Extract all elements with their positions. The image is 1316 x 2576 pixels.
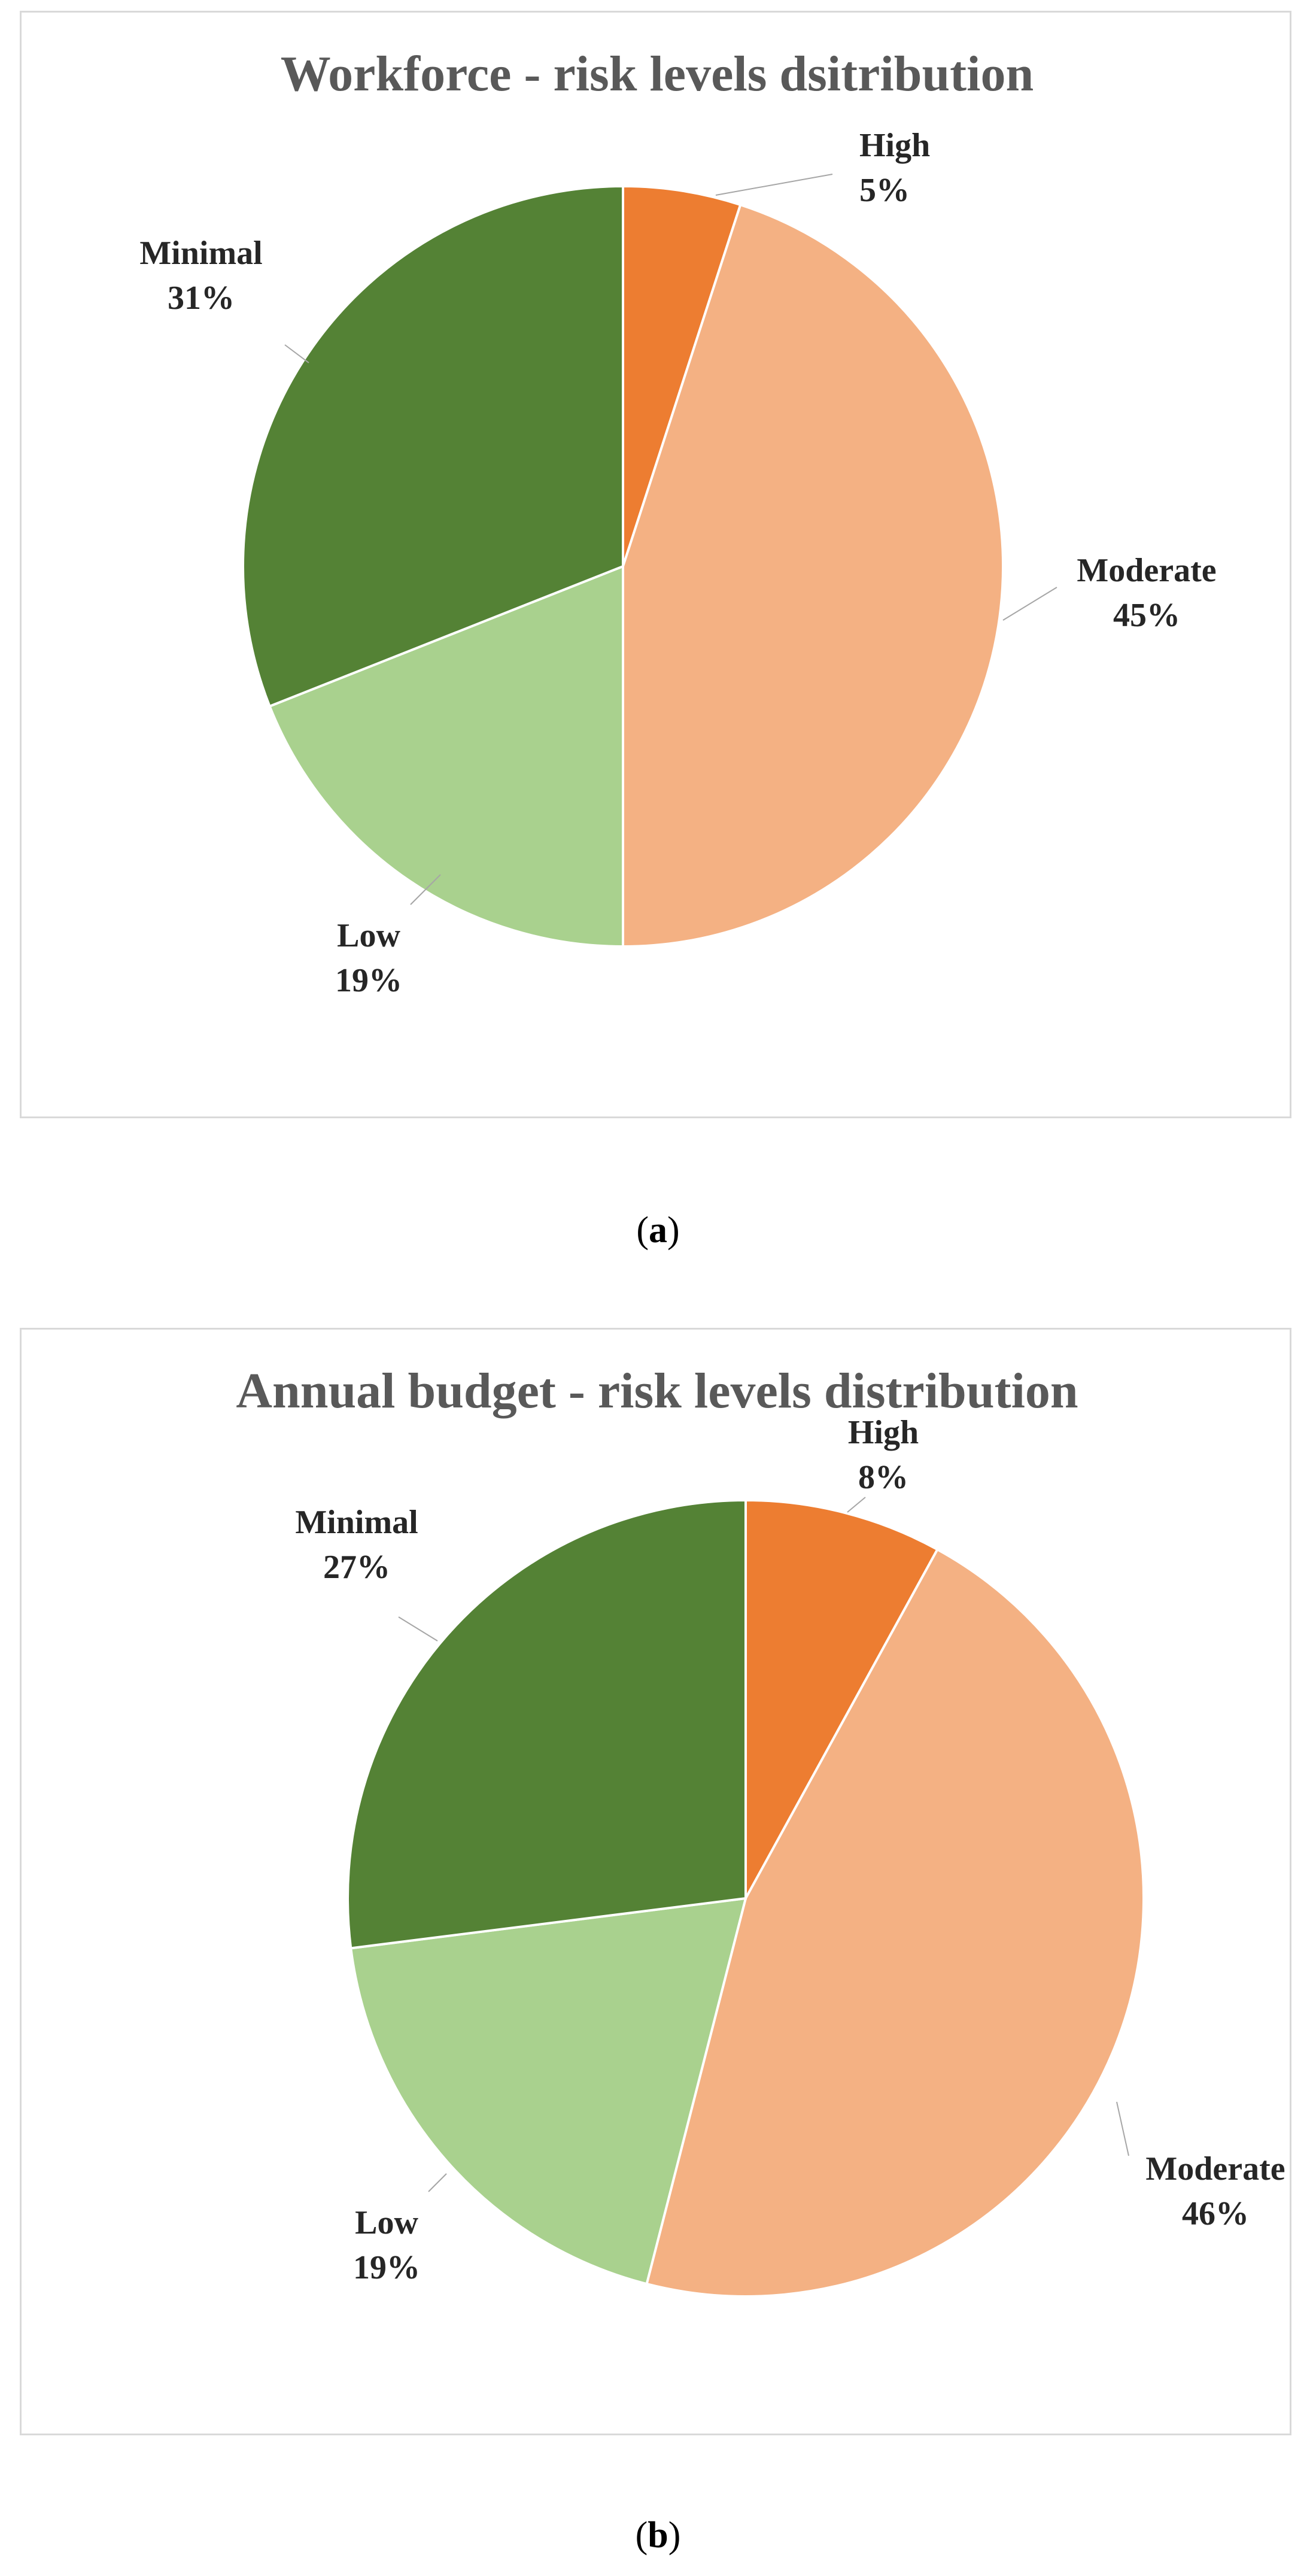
slice-percent-low: 19% — [335, 962, 402, 999]
chart-frame-b: Annual budget - risk levels distribution… — [20, 1328, 1291, 2435]
chart-title: Annual budget - risk levels distribution — [236, 1363, 1078, 1419]
leader-line-high — [847, 1497, 866, 1513]
leader-line-moderate — [1116, 2101, 1129, 2156]
leader-line-moderate — [1002, 587, 1057, 621]
chart-frame-a: Workforce - risk levels dsitribution Hig… — [20, 11, 1291, 1118]
caption-letter: b — [648, 2515, 668, 2556]
slice-label-high: High — [859, 127, 930, 164]
pie-slice-moderate — [622, 203, 1004, 948]
pie-slice-minimal — [242, 184, 624, 708]
leader-line-minimal — [284, 344, 309, 363]
chart-title: Workforce - risk levels dsitribution — [281, 46, 1034, 102]
leader-line-low — [428, 2173, 447, 2192]
pie-slice-high — [744, 1498, 940, 1899]
pie-slice-low — [349, 1897, 747, 2286]
slice-label-minimal: Minimal — [295, 1504, 418, 1541]
slice-label-moderate: Moderate — [1145, 2150, 1285, 2187]
slice-label-low: Low — [355, 2204, 418, 2241]
figure-caption-b: (b) — [635, 2515, 681, 2556]
pie-chart-a: Workforce - risk levels dsitribution Hig… — [139, 46, 1216, 999]
pie-slice-minimal — [347, 1498, 747, 1950]
slice-label-high: High — [848, 1414, 919, 1451]
slice-label-minimal: Minimal — [139, 235, 262, 272]
slice-label-moderate: Moderate — [1077, 552, 1216, 589]
slice-percent-moderate: 46% — [1182, 2195, 1249, 2232]
pie-slices — [347, 1498, 1145, 2298]
leader-line-minimal — [398, 1616, 438, 1642]
figure-caption-a: (a) — [636, 1210, 680, 1251]
slice-percent-moderate: 45% — [1113, 597, 1180, 634]
pie-slices — [242, 184, 1004, 948]
pie-slice-low — [268, 565, 624, 948]
leader-line-high — [715, 174, 833, 196]
slice-percent-minimal: 31% — [168, 280, 235, 317]
slice-percent-low: 19% — [353, 2249, 420, 2286]
slice-percent-minimal: 27% — [323, 1549, 390, 1586]
caption-letter: a — [649, 1210, 667, 1251]
pie-slice-high — [622, 184, 742, 567]
slice-label-low: Low — [337, 917, 400, 954]
pie-slice-moderate — [645, 1548, 1145, 2298]
slice-percent-high: 5% — [859, 172, 910, 209]
slice-percent-high: 8% — [858, 1459, 908, 1496]
leader-line-low — [410, 874, 441, 905]
pie-chart-b: Annual budget - risk levels distribution… — [236, 1363, 1285, 2298]
